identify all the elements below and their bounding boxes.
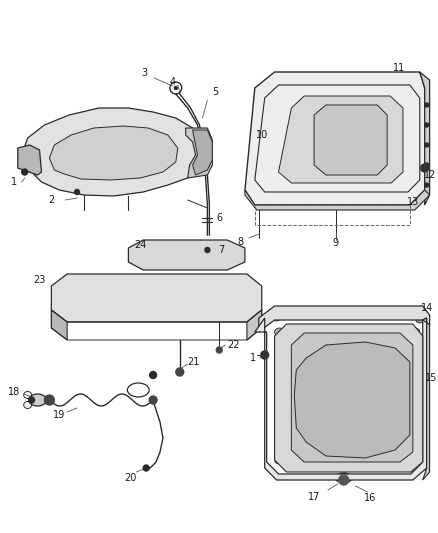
Text: 23: 23	[33, 275, 46, 285]
Ellipse shape	[146, 143, 160, 153]
Polygon shape	[247, 310, 262, 340]
Text: 20: 20	[124, 473, 137, 483]
Text: 17: 17	[308, 492, 320, 502]
Text: 21: 21	[187, 357, 200, 367]
Text: 13: 13	[407, 197, 419, 207]
Ellipse shape	[416, 317, 424, 323]
Circle shape	[174, 86, 177, 90]
Circle shape	[425, 103, 429, 107]
Ellipse shape	[275, 456, 284, 464]
Ellipse shape	[121, 138, 135, 148]
Text: 10: 10	[256, 130, 268, 140]
Text: 1: 1	[250, 353, 256, 363]
Ellipse shape	[72, 143, 86, 153]
Polygon shape	[51, 274, 262, 322]
Circle shape	[28, 397, 35, 403]
Polygon shape	[245, 72, 425, 205]
Polygon shape	[259, 306, 430, 332]
Circle shape	[149, 396, 157, 404]
Circle shape	[150, 372, 156, 378]
Text: 4: 4	[170, 77, 176, 87]
Text: 8: 8	[237, 237, 243, 247]
Polygon shape	[245, 190, 430, 210]
Polygon shape	[420, 72, 430, 205]
Polygon shape	[294, 342, 410, 458]
Ellipse shape	[336, 473, 352, 483]
Ellipse shape	[70, 312, 78, 318]
Ellipse shape	[28, 394, 46, 406]
Ellipse shape	[272, 315, 280, 321]
Ellipse shape	[144, 284, 172, 302]
Ellipse shape	[97, 138, 111, 148]
Ellipse shape	[386, 311, 394, 317]
Circle shape	[143, 465, 149, 471]
Text: 9: 9	[333, 238, 339, 248]
Circle shape	[425, 183, 429, 187]
Text: 18: 18	[8, 387, 20, 397]
Text: 1: 1	[11, 177, 17, 187]
Text: 19: 19	[53, 410, 65, 420]
Ellipse shape	[410, 91, 420, 99]
Circle shape	[216, 347, 222, 353]
Ellipse shape	[410, 456, 420, 464]
Polygon shape	[128, 240, 245, 270]
Ellipse shape	[204, 289, 231, 307]
Polygon shape	[193, 130, 212, 175]
Text: 24: 24	[134, 240, 146, 250]
Circle shape	[425, 163, 429, 167]
Polygon shape	[18, 145, 42, 175]
Polygon shape	[255, 318, 427, 480]
Text: 14: 14	[420, 303, 433, 313]
Ellipse shape	[262, 184, 272, 192]
Ellipse shape	[174, 286, 201, 304]
Circle shape	[44, 395, 54, 405]
Text: 11: 11	[393, 63, 405, 73]
Polygon shape	[423, 318, 430, 480]
Ellipse shape	[85, 286, 113, 304]
Polygon shape	[275, 324, 423, 472]
Circle shape	[421, 164, 429, 172]
Ellipse shape	[410, 184, 420, 192]
Polygon shape	[186, 128, 212, 178]
Polygon shape	[22, 108, 205, 196]
Text: 3: 3	[141, 68, 147, 78]
Circle shape	[425, 143, 429, 147]
Circle shape	[205, 247, 210, 253]
Text: 6: 6	[216, 213, 223, 223]
Text: 15: 15	[425, 373, 438, 383]
Text: 7: 7	[218, 245, 224, 255]
Ellipse shape	[275, 328, 284, 336]
Circle shape	[261, 351, 268, 359]
Text: 16: 16	[364, 493, 377, 503]
Ellipse shape	[233, 312, 241, 318]
Text: 22: 22	[227, 340, 239, 350]
Ellipse shape	[410, 328, 420, 336]
Circle shape	[425, 123, 429, 127]
Ellipse shape	[262, 91, 272, 99]
Text: 2: 2	[48, 195, 54, 205]
Ellipse shape	[70, 282, 78, 288]
Circle shape	[74, 190, 80, 195]
Ellipse shape	[115, 284, 142, 302]
Ellipse shape	[342, 311, 350, 317]
Polygon shape	[291, 333, 413, 462]
Circle shape	[339, 475, 349, 485]
Polygon shape	[49, 126, 178, 180]
Ellipse shape	[233, 282, 241, 288]
Polygon shape	[279, 96, 403, 183]
Circle shape	[22, 169, 28, 175]
Polygon shape	[314, 105, 387, 175]
Text: 5: 5	[212, 87, 219, 97]
Text: 12: 12	[424, 170, 437, 180]
Polygon shape	[51, 310, 67, 340]
Circle shape	[176, 368, 184, 376]
